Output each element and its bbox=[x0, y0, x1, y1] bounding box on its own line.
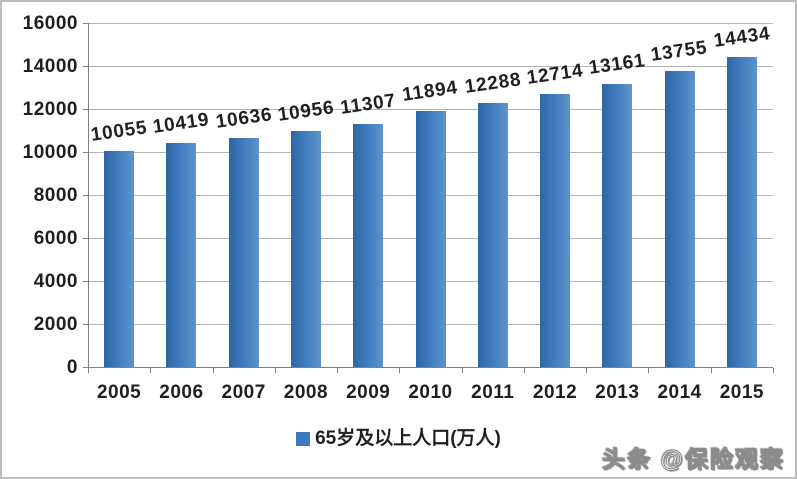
y-tick-label: 14000 bbox=[22, 56, 78, 77]
gridline bbox=[88, 22, 773, 24]
y-tick-label: 6000 bbox=[33, 228, 78, 249]
y-tick-label: 12000 bbox=[22, 99, 78, 120]
x-axis-tick bbox=[399, 368, 401, 373]
x-axis-tick bbox=[523, 368, 525, 373]
x-axis-tick bbox=[773, 368, 774, 373]
x-tick-label: 2006 bbox=[159, 382, 204, 403]
bar bbox=[104, 150, 135, 367]
y-axis-tick bbox=[83, 22, 89, 24]
x-tick-label: 2007 bbox=[221, 382, 266, 403]
gridline bbox=[88, 65, 773, 67]
y-tick-label: 2000 bbox=[33, 314, 78, 335]
watermark: 头条 @保险观察 bbox=[602, 446, 785, 472]
x-tick-label: 2009 bbox=[346, 382, 391, 403]
y-axis-tick bbox=[83, 151, 89, 153]
y-axis-tick bbox=[83, 108, 89, 110]
y-axis-tick bbox=[83, 323, 89, 325]
bar bbox=[602, 84, 633, 367]
x-axis-tick bbox=[461, 368, 463, 373]
x-axis-tick bbox=[150, 368, 152, 373]
gridline bbox=[88, 108, 773, 110]
x-tick-label: 2013 bbox=[595, 382, 640, 403]
y-tick-label: 16000 bbox=[22, 13, 78, 34]
x-tick-label: 2014 bbox=[657, 382, 702, 403]
y-axis-tick bbox=[83, 65, 89, 67]
bar bbox=[664, 71, 695, 367]
y-axis-tick bbox=[83, 366, 89, 368]
y-tick-label: 10000 bbox=[22, 142, 78, 163]
y-axis-tick bbox=[83, 280, 89, 282]
x-tick-label: 2005 bbox=[96, 382, 142, 403]
plot-area: 10055 10419 10636 10956 11307 11894 12288 12714… bbox=[83, 22, 774, 373]
bar bbox=[290, 131, 321, 367]
bar bbox=[228, 138, 259, 367]
x-axis-tick bbox=[710, 368, 712, 373]
x-tick-label: 2011 bbox=[471, 382, 515, 403]
y-axis-line bbox=[88, 23, 89, 373]
x-tick-label: 2008 bbox=[283, 382, 329, 403]
y-tick-label: 4000 bbox=[33, 271, 78, 292]
x-axis-line bbox=[88, 367, 773, 368]
x-tick-label: 2010 bbox=[408, 382, 453, 403]
bar bbox=[477, 102, 508, 367]
bar bbox=[166, 143, 197, 367]
y-tick-label: 0 bbox=[66, 357, 78, 378]
x-axis-tick bbox=[274, 368, 276, 373]
y-tick-label: 8000 bbox=[33, 185, 78, 206]
bar bbox=[726, 56, 757, 367]
x-tick-label: 2012 bbox=[532, 382, 578, 403]
x-axis-tick bbox=[586, 368, 588, 373]
x-axis-tick bbox=[337, 368, 339, 373]
bar bbox=[415, 111, 446, 367]
legend-marker-icon bbox=[296, 431, 311, 446]
x-axis-tick bbox=[212, 368, 214, 373]
bar bbox=[353, 123, 384, 367]
y-axis-tick bbox=[83, 194, 89, 196]
x-axis-tick bbox=[88, 368, 89, 373]
x-tick-label: 2015 bbox=[719, 382, 764, 403]
bar-value-label: 14434 bbox=[712, 22, 772, 52]
legend: 65岁及以上人口(万人) bbox=[2, 429, 795, 448]
x-axis-tick bbox=[648, 368, 650, 373]
legend-label: 65岁及以上人口(万人) bbox=[315, 428, 501, 449]
bar bbox=[540, 93, 571, 367]
y-axis-tick bbox=[83, 237, 89, 239]
